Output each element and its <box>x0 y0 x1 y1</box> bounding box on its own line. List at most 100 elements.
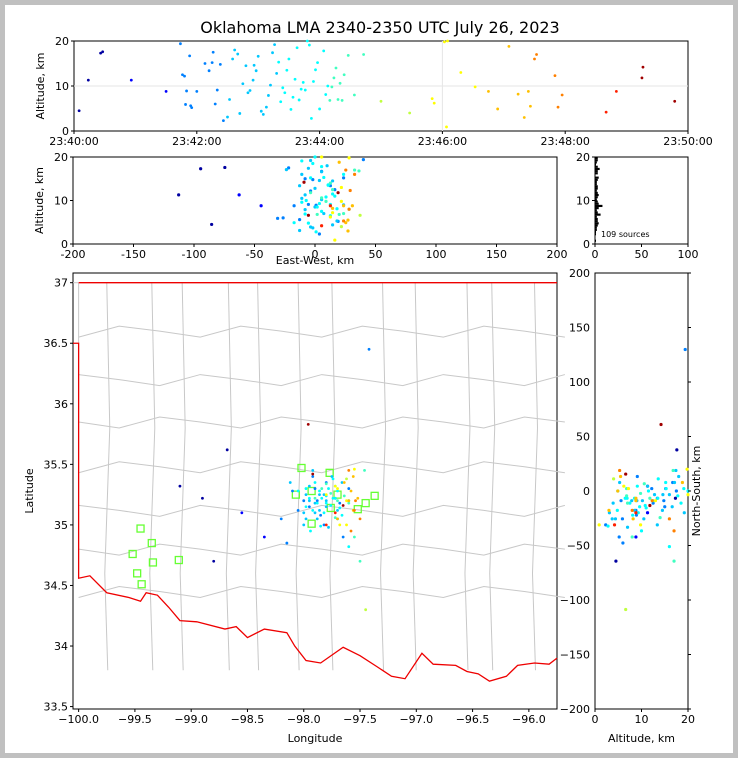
ew-altitude-point <box>341 176 346 180</box>
time-altitude-y-axis-label: Altitude, km <box>34 52 47 119</box>
alt-ns-point <box>616 489 620 493</box>
ew-altitude-point <box>352 168 357 172</box>
ew-altitude-point <box>313 155 317 159</box>
alt-ns-point <box>682 511 686 515</box>
plan-view-point <box>304 493 308 497</box>
alt-ns-y-tick-label: 150 <box>569 322 590 335</box>
alt-ns-point <box>618 468 622 473</box>
plan-view-point <box>324 523 328 527</box>
time-altitude-point <box>275 72 279 75</box>
alt-ns-point <box>638 505 642 509</box>
ew-altitude-point <box>328 204 332 208</box>
histogram-bar <box>595 161 597 164</box>
time-altitude-point <box>318 107 321 111</box>
plan-view-y-tick-label: 37 <box>54 277 68 290</box>
plan-view-point <box>338 501 342 505</box>
histogram-bar <box>595 159 598 162</box>
state-boundary <box>73 342 558 682</box>
ew-altitude-x-tick-label: 150 <box>486 248 507 261</box>
time-altitude-point <box>516 92 520 96</box>
ew-altitude-point <box>361 158 365 162</box>
plan-view-point <box>336 489 339 493</box>
ew-altitude-x-tick-label: 200 <box>547 248 568 261</box>
alt-ns-point <box>642 517 646 521</box>
time-altitude-x-tick-label: 23:46:00 <box>418 135 467 148</box>
time-altitude-point <box>312 80 315 83</box>
plan-view-point <box>333 496 337 500</box>
time-altitude-point <box>226 115 229 119</box>
plan-view-point <box>288 481 292 484</box>
time-altitude-point <box>259 109 263 113</box>
plan-view-y-tick-label: 36.5 <box>44 337 69 350</box>
histogram-bar <box>595 189 597 192</box>
alt-ns-point <box>645 511 650 515</box>
plan-view-point <box>324 505 328 509</box>
time-altitude-point <box>236 52 240 56</box>
plan-view-point <box>341 504 345 507</box>
plan-view-point <box>347 499 351 503</box>
time-altitude-point <box>99 51 103 55</box>
time-altitude-point <box>246 91 250 95</box>
alt-ns-point <box>671 468 675 473</box>
time-altitude-point <box>271 51 274 55</box>
plan-view-point <box>313 487 317 490</box>
ew-altitude-point <box>336 191 340 195</box>
alt-ns-y-tick-label: 50 <box>576 431 590 444</box>
alt-ns-point <box>663 505 667 509</box>
plan-view-x-tick-label: −97.5 <box>343 713 377 726</box>
alt-ns-point <box>664 486 668 491</box>
histogram-bar <box>595 226 597 229</box>
ew-altitude-point <box>333 194 337 198</box>
time-altitude-point <box>211 50 215 54</box>
plan-view-point <box>336 487 339 490</box>
ew-altitude-point <box>292 221 296 225</box>
plan-view-x-tick-label: −96.0 <box>512 713 546 726</box>
plan-view-point <box>345 523 348 527</box>
alt-ns-y-tick-label: −100 <box>560 594 590 607</box>
plan-view-point <box>340 481 344 484</box>
alt-ns-point <box>612 477 616 481</box>
county-boundary <box>104 282 111 671</box>
ew-altitude-point <box>319 224 324 228</box>
ew-altitude-point <box>306 221 311 225</box>
plan-view-point <box>178 484 182 488</box>
alt-ns-point <box>672 480 677 485</box>
plan-view-point <box>330 475 334 478</box>
ew-altitude-point <box>324 195 328 199</box>
histogram-bar <box>595 220 598 223</box>
ew-altitude-point <box>210 222 214 227</box>
time-altitude-point <box>533 57 536 61</box>
time-altitude-x-tick-label: 23:48:00 <box>540 135 589 148</box>
ew-altitude-point <box>337 160 341 164</box>
county-boundary <box>78 325 565 338</box>
plan-view-point <box>354 499 357 503</box>
ew-altitude-x-tick-label: 100 <box>426 248 447 261</box>
time-altitude-point <box>269 83 272 87</box>
time-altitude-point <box>285 68 289 72</box>
alt-ns-point <box>631 517 635 521</box>
alt-ns-point <box>606 524 610 528</box>
alt-ns-point <box>680 480 685 485</box>
time-altitude-point <box>244 64 248 68</box>
plan-view-x-tick-label: −98.0 <box>287 713 321 726</box>
alt-ns-point <box>655 523 659 527</box>
time-altitude-point <box>334 66 338 70</box>
plan-view-point <box>329 492 333 495</box>
ew-altitude-point <box>309 191 313 195</box>
time-altitude-point <box>324 93 328 96</box>
ew-altitude-point <box>311 161 315 166</box>
county-boundary <box>78 543 565 556</box>
ew-altitude-point <box>303 177 307 181</box>
plan-view-point <box>296 489 300 493</box>
time-altitude-point <box>254 69 258 73</box>
time-altitude-point <box>248 89 252 92</box>
time-altitude-point <box>238 112 242 115</box>
histogram-bar <box>595 222 599 225</box>
time-altitude-point <box>203 62 207 65</box>
time-altitude-point <box>379 99 383 103</box>
alt-ns-point <box>659 422 663 427</box>
plan-view-point <box>349 529 353 533</box>
alt-ns-point <box>626 486 631 491</box>
time-altitude-point <box>316 61 319 64</box>
ew-altitude-x-axis-label: East-West, km <box>276 254 354 267</box>
